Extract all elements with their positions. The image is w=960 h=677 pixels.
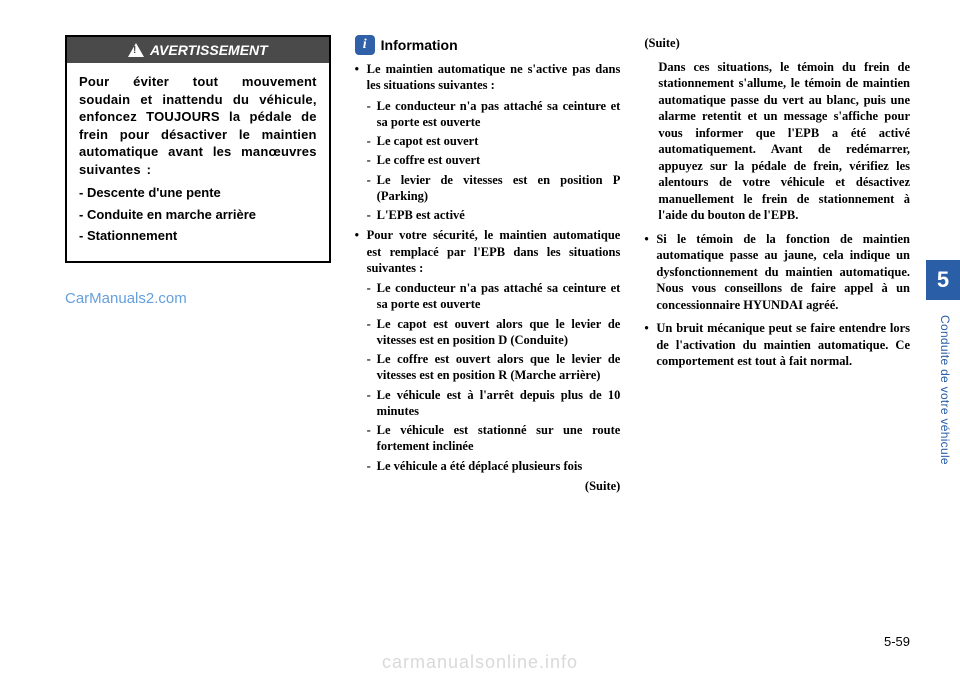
col3-para-3: Un bruit mécanique peut se faire entendr… xyxy=(656,320,910,370)
info-sub-1-2-text: Le capot est ouvert xyxy=(377,133,621,149)
col3-bullet-3: • Un bruit mécanique peut se faire enten… xyxy=(644,320,910,370)
col3-bullet-2: • Si le témoin de la fonction de maintie… xyxy=(644,231,910,314)
page-number: 5-59 xyxy=(884,634,910,649)
info-sub-2-2: -Le capot est ouvert alors que le levier… xyxy=(367,316,621,349)
info-sub-2-5: -Le véhicule est stationné sur une route… xyxy=(367,422,621,455)
warning-item-2: - Conduite en marche arrière xyxy=(79,206,317,224)
info-sub-2-1: -Le conducteur n'a pas attaché sa ceintu… xyxy=(367,280,621,313)
info-sub-1-1-text: Le conducteur n'a pas attaché sa ceintur… xyxy=(377,98,621,131)
info-header: i Information xyxy=(355,35,621,55)
column-2: i Information • Le maintien automatique … xyxy=(355,35,621,630)
warning-item-1: - Descente d'une pente xyxy=(79,184,317,202)
info-bullet-2-text: Pour votre sécurité, le maintien automat… xyxy=(367,227,621,276)
info-sub-2-2-text: Le capot est ouvert alors que le levier … xyxy=(377,316,621,349)
info-body: • Le maintien automatique ne s'active pa… xyxy=(355,61,621,494)
info-sub-2-4-text: Le véhicule est à l'arrêt depuis plus de… xyxy=(377,387,621,420)
bullet-dot: • xyxy=(355,61,367,94)
col3-body: (Suite) Dans ces situations, le témoin d… xyxy=(644,35,910,370)
warning-header-text: AVERTISSEMENT xyxy=(150,42,268,58)
info-sub-1-1: -Le conducteur n'a pas attaché sa ceintu… xyxy=(367,98,621,131)
info-bullet-1-text: Le maintien automatique ne s'active pas … xyxy=(367,61,621,94)
bullet-dot: • xyxy=(355,227,367,276)
page-content: AVERTISSEMENT Pour éviter tout mouvement… xyxy=(0,0,960,677)
info-sub-1-5-text: L'EPB est activé xyxy=(377,207,621,223)
warning-item-3: - Stationnement xyxy=(79,227,317,245)
warning-body: Pour éviter tout mouvement soudain et in… xyxy=(67,63,329,261)
info-sub-1-5: -L'EPB est activé xyxy=(367,207,621,223)
column-layout: AVERTISSEMENT Pour éviter tout mouvement… xyxy=(65,35,910,630)
info-badge-icon: i xyxy=(355,35,375,55)
suite-bottom: (Suite) xyxy=(355,478,621,494)
suite-top: (Suite) xyxy=(644,35,910,52)
info-sub-1-4-text: Le levier de vitesses est en position P … xyxy=(377,172,621,205)
info-sub-2-3: -Le coffre est ouvert alors que le levie… xyxy=(367,351,621,384)
chapter-label: Conduite de votre véhicule xyxy=(938,315,952,465)
info-sub-2-3-text: Le coffre est ouvert alors que le levier… xyxy=(377,351,621,384)
info-sub-2-6: -Le véhicule a été déplacé plusieurs foi… xyxy=(367,458,621,474)
watermark-top: CarManuals2.com xyxy=(65,290,187,307)
warning-triangle-icon xyxy=(128,43,144,57)
info-bullet-2: • Pour votre sécurité, le maintien autom… xyxy=(355,227,621,276)
info-sub-1-3: -Le coffre est ouvert xyxy=(367,152,621,168)
warning-intro: Pour éviter tout mouvement soudain et in… xyxy=(79,73,317,178)
info-sub-2-1-text: Le conducteur n'a pas attaché sa ceintur… xyxy=(377,280,621,313)
info-sub-2-6-text: Le véhicule a été déplacé plusieurs fois xyxy=(377,458,621,474)
column-1: AVERTISSEMENT Pour éviter tout mouvement… xyxy=(65,35,331,630)
col3-para-1: Dans ces situations, le témoin du frein … xyxy=(644,59,910,224)
warning-header: AVERTISSEMENT xyxy=(67,37,329,63)
info-sub-1-3-text: Le coffre est ouvert xyxy=(377,152,621,168)
info-bullet-1: • Le maintien automatique ne s'active pa… xyxy=(355,61,621,94)
column-3: (Suite) Dans ces situations, le témoin d… xyxy=(644,35,910,630)
bullet-dot: • xyxy=(644,320,656,370)
info-sub-2-5-text: Le véhicule est stationné sur une route … xyxy=(377,422,621,455)
info-sub-1-2: -Le capot est ouvert xyxy=(367,133,621,149)
warning-box: AVERTISSEMENT Pour éviter tout mouvement… xyxy=(65,35,331,263)
info-sub-1-4: -Le levier de vitesses est en position P… xyxy=(367,172,621,205)
info-sub-2-4: -Le véhicule est à l'arrêt depuis plus d… xyxy=(367,387,621,420)
info-title: Information xyxy=(381,37,458,53)
bullet-dot: • xyxy=(644,231,656,314)
col3-para-2: Si le témoin de la fonction de maintien … xyxy=(656,231,910,314)
chapter-tab: 5 xyxy=(926,260,960,300)
